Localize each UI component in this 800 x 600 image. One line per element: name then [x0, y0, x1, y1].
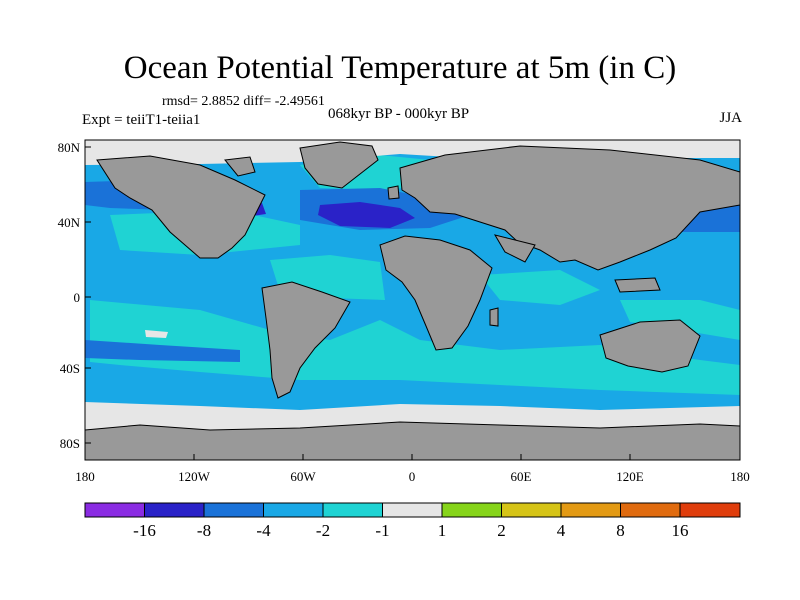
- colorbar-label: 1: [438, 521, 447, 540]
- africa: [379, 235, 493, 351]
- stats-label: rmsd= 2.8852 diff= -2.49561: [162, 94, 325, 109]
- arabian-peninsula: [493, 234, 536, 263]
- lon-tick-0: 0: [409, 469, 416, 484]
- antarctica: [85, 421, 740, 460]
- small-ice-patch: [145, 330, 168, 338]
- colorbar-swatch-7: [442, 503, 502, 517]
- colorbar-swatch-6: [382, 503, 442, 517]
- indian-ocean-cool: [480, 270, 600, 305]
- lon-tick-120e: 120E: [616, 469, 644, 484]
- colorbar-label: -2: [316, 521, 330, 540]
- lon-tick-60w: 60W: [290, 469, 316, 484]
- colorbar-label: 16: [672, 521, 689, 540]
- land-masses: [85, 141, 740, 460]
- lat-tick-40n: 40N: [58, 215, 81, 230]
- colorbar-swatch-11: [680, 503, 740, 517]
- colorbar-frame: [84, 502, 741, 518]
- lon-tick-180w: 180: [75, 469, 95, 484]
- colorbar-label: 4: [557, 521, 566, 540]
- map-title: Ocean Potential Temperature at 5m (in C): [123, 50, 677, 86]
- south-america: [261, 281, 351, 399]
- north-america: [96, 155, 266, 259]
- north-atlantic-strong: [318, 202, 415, 228]
- colorbar-swatch-3: [204, 503, 264, 517]
- colorbar-label: -16: [133, 521, 156, 540]
- canadian-arctic: [224, 156, 256, 177]
- latitude-axis: 80N 40N 0 40S 80S: [58, 140, 91, 451]
- british-isles: [387, 185, 400, 200]
- greenland: [299, 141, 379, 189]
- south-pacific-moderate: [85, 340, 240, 362]
- season-label: JJA: [719, 110, 742, 126]
- lon-tick-60e: 60E: [511, 469, 532, 484]
- lon-tick-120w: 120W: [178, 469, 211, 484]
- colorbar: -16 -8 -4 -2 -1 1 2 4 8 16: [84, 502, 741, 540]
- map-area: [85, 140, 740, 460]
- colorbar-swatch-9: [561, 503, 621, 517]
- lat-tick-80n: 80N: [58, 140, 81, 155]
- colorbar-swatch-8: [501, 503, 561, 517]
- colorbar-label: 2: [497, 521, 506, 540]
- southern-cool-band: [90, 300, 740, 395]
- longitude-axis: 180 120W 60W 0 60E 120E 180: [75, 454, 750, 484]
- colorbar-swatch-10: [620, 503, 680, 517]
- colorbar-label: -8: [197, 521, 211, 540]
- time-range-subtitle: 068kyr BP - 000kyr BP: [328, 106, 470, 122]
- colorbar-dividers: [144, 503, 681, 517]
- lon-tick-180e: 180: [730, 469, 750, 484]
- australia: [599, 319, 701, 373]
- lat-tick-0: 0: [74, 290, 81, 305]
- lat-tick-80s: 80S: [60, 436, 80, 451]
- colorbar-swatch-1: [85, 503, 145, 517]
- lat-tick-40s: 40S: [60, 361, 80, 376]
- indonesia: [614, 277, 661, 293]
- colorbar-label: -4: [256, 521, 271, 540]
- colorbar-swatch-4: [263, 503, 323, 517]
- colorbar-label: -1: [375, 521, 389, 540]
- eurasia: [399, 145, 740, 271]
- colorbar-label: 8: [616, 521, 625, 540]
- madagascar: [489, 307, 499, 327]
- colorbar-swatch-2: [144, 503, 204, 517]
- colorbar-swatch-5: [323, 503, 383, 517]
- experiment-label: Expt = teiiT1-teiia1: [82, 112, 201, 128]
